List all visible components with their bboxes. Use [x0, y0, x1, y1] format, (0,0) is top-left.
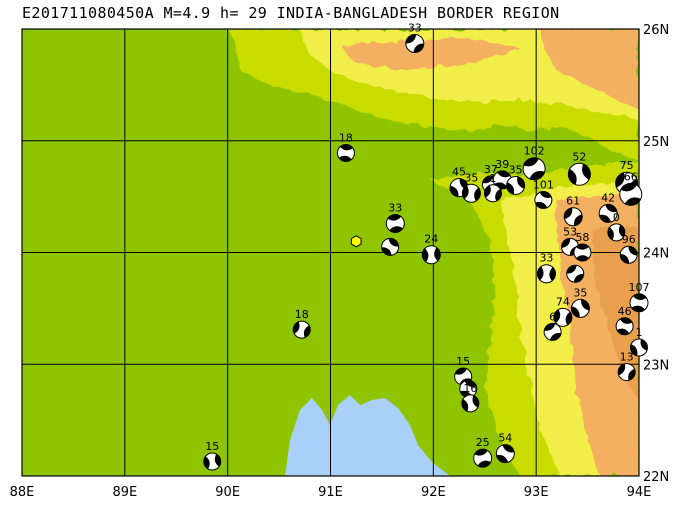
- focal-mechanism: 96: [619, 233, 638, 264]
- focal-mechanism: 45: [449, 166, 469, 198]
- focal-mechanism-depth-label: 16: [463, 382, 477, 395]
- focal-mechanism: 18: [336, 132, 355, 163]
- focal-mechanism-depth-label: 24: [424, 233, 438, 246]
- focal-mechanism-depth-label: 33: [388, 201, 402, 214]
- focal-mechanism-depth-label: 1: [636, 326, 643, 339]
- focal-mechanism: 102: [522, 145, 546, 181]
- latitude-label: 24N: [643, 247, 669, 262]
- focal-mechanism-depth-label: 102: [524, 145, 545, 158]
- focal-mechanism: 13: [617, 351, 636, 382]
- focal-mechanism-depth-label: 96: [622, 233, 636, 246]
- longitude-label: 94E: [627, 485, 652, 500]
- focal-mechanism-depth-label: 25: [476, 436, 490, 449]
- eastern-peaks: [590, 225, 639, 400]
- focal-mechanism-depth-label: 42: [601, 191, 615, 204]
- focal-mechanism-depth-label: 66: [624, 170, 638, 183]
- focal-mechanism: 16: [461, 382, 480, 413]
- focal-mechanism-depth-label: 46: [618, 305, 632, 318]
- longitude-label: 89E: [112, 485, 137, 500]
- focal-mechanism-depth-label: 18: [295, 308, 309, 321]
- latitude-label: 22N: [643, 470, 669, 485]
- focal-mechanism: 15: [203, 440, 222, 471]
- focal-mechanism-depth-label: 52: [572, 150, 586, 163]
- longitude-labels: 88E 89E 90E 91E 92E 93E 94E: [10, 485, 652, 500]
- focal-mechanism: 42: [598, 191, 618, 223]
- focal-mechanism: 66: [619, 170, 643, 206]
- focal-mechanism: 52: [567, 150, 591, 186]
- focal-mechanism-depth-label: 75: [620, 159, 634, 172]
- focal-mechanism-depth-label: 58: [575, 231, 589, 244]
- focal-mechanism: 18: [292, 308, 311, 339]
- focal-mechanism-depth-label: 0: [613, 211, 620, 224]
- focal-mechanism-depth-label: 74: [556, 295, 570, 308]
- focal-mechanism-depth-label: 35: [464, 171, 478, 184]
- focal-mechanism: 35: [570, 286, 590, 318]
- longitude-label: 88E: [10, 485, 35, 500]
- focal-mechanism-depth-label: 61: [566, 195, 580, 208]
- focal-mechanism: 107: [629, 281, 650, 313]
- longitude-label: 92E: [421, 485, 446, 500]
- longitude-label: 90E: [215, 485, 240, 500]
- focal-mechanism-depth-label: 107: [629, 281, 650, 294]
- focal-mechanism: 25: [473, 436, 493, 468]
- focal-mechanism-depth-label: 15: [205, 440, 219, 453]
- focal-mechanism-depth-label: 15: [456, 355, 470, 368]
- focal-mechanism-depth-label: 13: [620, 351, 634, 364]
- focal-mechanism-depth-label: 39: [495, 158, 509, 171]
- focal-mechanism: 1: [483, 172, 502, 203]
- focal-mechanism-depth-label: 1: [489, 172, 496, 185]
- focal-mechanism: 74: [553, 295, 573, 327]
- focal-mechanism-depth-label: 45: [452, 166, 466, 179]
- focal-mechanism: 54: [495, 432, 515, 464]
- focal-mechanism-depth-label: 33: [408, 22, 422, 35]
- focal-mechanism-depth-label: 6: [549, 310, 556, 323]
- focal-mechanism: 0: [607, 211, 626, 242]
- focal-mechanism: 33: [385, 201, 405, 233]
- focal-mechanism-depth-label: 35: [509, 163, 523, 176]
- northern-mountains: [340, 38, 520, 68]
- focal-mechanism-depth-label: 101: [533, 178, 554, 191]
- longitude-label: 93E: [524, 485, 549, 500]
- longitude-label: 91E: [318, 485, 343, 500]
- latitude-label: 25N: [643, 135, 669, 150]
- focal-mechanism: 101: [533, 178, 554, 209]
- epicenter-hexagon: [350, 235, 362, 248]
- focal-mechanism-depth-label: 37: [484, 163, 498, 176]
- event-epicenter-marker: [350, 235, 362, 248]
- focal-mechanism: 33: [536, 252, 556, 284]
- focal-mechanism: 33: [405, 22, 425, 54]
- focal-mechanism-depth-label: 54: [498, 432, 512, 445]
- northeast-mountains: [540, 29, 639, 110]
- focal-mechanism: [381, 237, 400, 256]
- focal-mechanism: 61: [563, 195, 583, 227]
- latitude-label: 26N: [643, 23, 669, 38]
- graticule: [22, 29, 639, 476]
- focal-mechanism: [566, 264, 585, 283]
- focal-mechanism: 1: [630, 326, 648, 357]
- focal-mechanism: 35: [461, 171, 481, 203]
- focal-mechanism: 6: [543, 310, 562, 341]
- map-frame: [21, 28, 640, 477]
- map-title: E201711080450A M=4.9 h= 29 INDIA-BANGLAD…: [22, 4, 560, 22]
- focal-mechanism-depth-label: 18: [339, 132, 353, 145]
- focal-mechanism: 58: [573, 231, 592, 262]
- focal-mechanism-depth-label: 35: [573, 286, 587, 299]
- focal-mechanism: 46: [615, 305, 634, 336]
- bay-of-bengal: [285, 395, 450, 476]
- focal-mechanism: 35: [506, 163, 526, 195]
- focal-mechanism: 24: [421, 233, 441, 265]
- focal-mechanism-depth-label: 53: [563, 225, 577, 238]
- focal-mechanism-depth-label: 33: [539, 252, 553, 265]
- latitude-label: 23N: [643, 358, 669, 373]
- latitude-labels: 26N 25N 24N 23N 22N: [643, 23, 669, 485]
